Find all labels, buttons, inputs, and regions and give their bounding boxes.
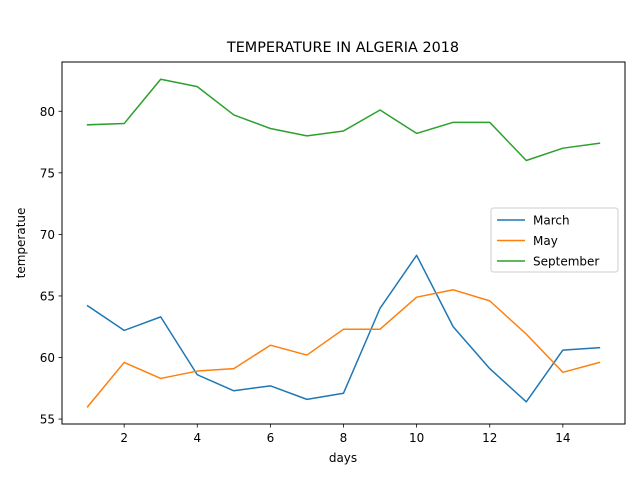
y-tick-label: 55 [40,413,55,427]
x-tick-label: 12 [482,431,497,445]
x-axis-label: days [329,451,357,465]
y-tick-label: 60 [40,351,55,365]
legend-label: September [533,255,599,269]
x-tick-label: 2 [120,431,128,445]
series-line-september [86,78,601,162]
y-tick-label: 80 [40,105,55,119]
y-tick-label: 70 [40,228,55,242]
x-tick-label: 6 [267,431,275,445]
y-tick-label: 65 [40,289,55,303]
x-tick-label: 14 [555,431,570,445]
legend: March May September [490,207,619,273]
chart-title: TEMPERATURE IN ALGERIA 2018 [226,40,459,56]
y-axis-ticks: 55 60 65 70 75 80 [40,105,62,427]
series-layer [86,78,601,408]
y-tick-label: 75 [40,166,55,180]
series-line-may [86,289,601,408]
series-line-march [86,254,601,403]
legend-box [490,207,619,273]
legend-label: March [533,214,570,228]
y-axis-label: temperatue [14,208,28,279]
x-tick-label: 8 [340,431,348,445]
x-tick-label: 10 [409,431,424,445]
x-axis-ticks: 2 4 6 8 10 12 14 [120,424,570,445]
x-tick-label: 4 [193,431,201,445]
legend-label: May [533,234,558,248]
